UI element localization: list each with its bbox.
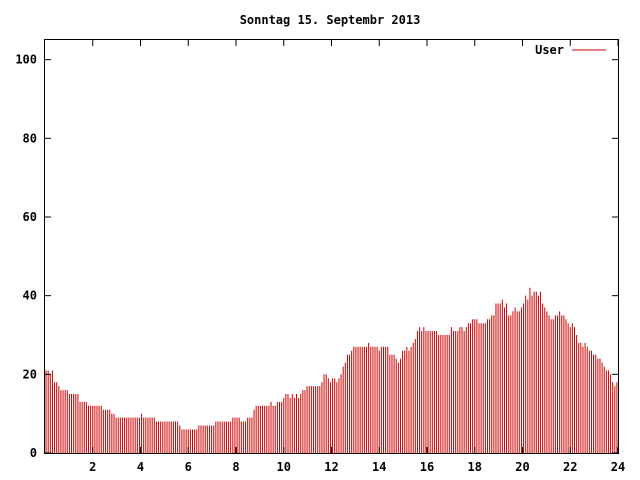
y-tick-label: 100 xyxy=(15,53,37,67)
x-tick-label: 12 xyxy=(324,460,338,474)
bar-series xyxy=(45,287,618,453)
y-tick-label: 80 xyxy=(23,131,37,145)
x-tick-label: 14 xyxy=(372,460,386,474)
y-tick-label: 60 xyxy=(23,210,37,224)
x-tick-label: 6 xyxy=(185,460,192,474)
plot-frame xyxy=(44,39,619,454)
chart-title: Sonntag 15. Septembr 2013 xyxy=(240,13,421,27)
y-tick-label: 40 xyxy=(23,289,37,303)
legend: User xyxy=(535,43,606,57)
x-tick-label: 10 xyxy=(277,460,291,474)
x-tick-label: 16 xyxy=(420,460,434,474)
legend-label: User xyxy=(535,43,564,57)
x-tick-label: 22 xyxy=(563,460,577,474)
x-axis: 2 4 6 8 10 12 14 16 18 20 22 24 xyxy=(89,40,625,474)
y-axis: 0 20 40 60 80 100 xyxy=(15,53,618,460)
y-tick-label: 0 xyxy=(30,446,37,460)
x-tick-label: 20 xyxy=(515,460,529,474)
x-tick-label: 4 xyxy=(137,460,144,474)
x-tick-label: 2 xyxy=(89,460,96,474)
x-tick-label: 24 xyxy=(611,460,625,474)
y-tick-label: 20 xyxy=(23,367,37,381)
x-tick-label: 18 xyxy=(468,460,482,474)
x-tick-label: 8 xyxy=(232,460,239,474)
